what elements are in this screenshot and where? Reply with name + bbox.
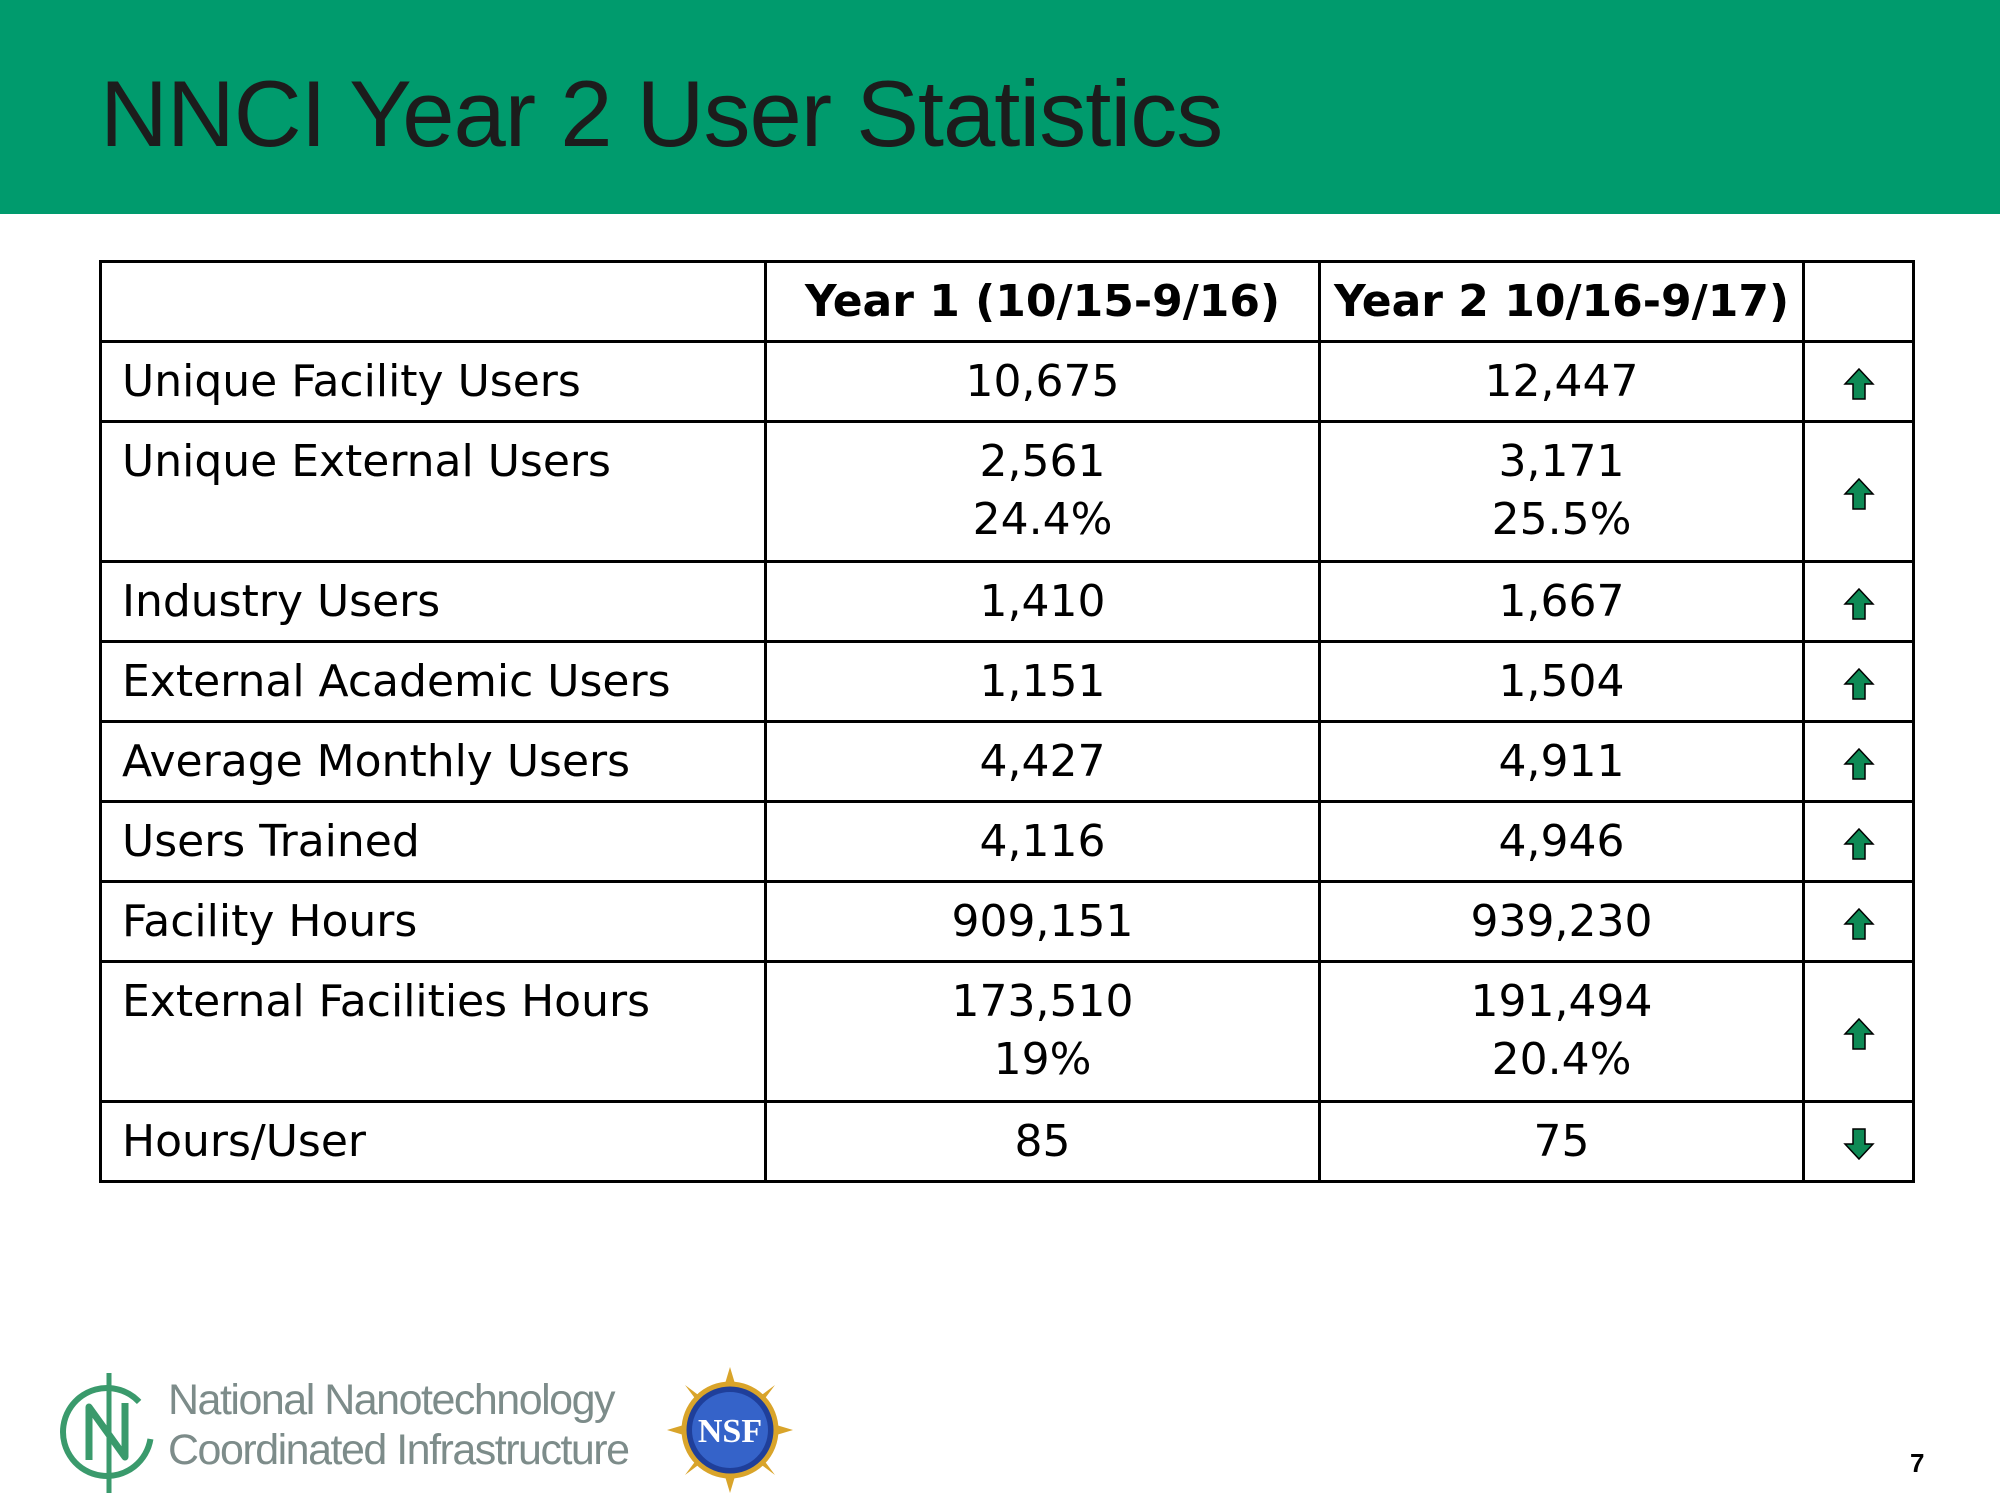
up-arrow-icon [1842,747,1875,780]
trend-cell [1802,960,1915,1103]
cell-value: 2,561 [979,436,1106,487]
cell-value: 1,410 [979,576,1106,627]
user-statistics-table: Year 1 (10/15-9/16) Year 2 10/16-9/17) U… [99,260,1915,1183]
cell-value: 12,447 [1484,356,1639,407]
up-arrow-icon [1842,827,1875,860]
page-number: 7 [1910,1448,1925,1478]
logo-line-2: Coordinated Infrastructure [168,1426,630,1474]
table-row: Unique External Users 2,561 24.4% 3,171 25.5… [99,420,1915,563]
header-cell-trend [1802,260,1915,343]
up-arrow-icon [1842,907,1875,940]
cell-year2: 3,171 25.5% [1318,420,1805,563]
cell-year1: 1,410 [764,560,1321,643]
cell-year2: 191,494 20.4% [1318,960,1805,1103]
cell-year1: 10,675 [764,340,1321,423]
title-banner [0,0,2000,214]
cell-year1: 173,510 19% [764,960,1321,1103]
table-row: External Academic Users 1,151 1,504 [99,640,1915,723]
cell-value: 1,504 [1498,656,1625,707]
cell-year1: 4,116 [764,800,1321,883]
table-row: External Facilities Hours 173,510 19% 191,4… [99,960,1915,1103]
cell-value: 85 [1014,1116,1071,1167]
header-cell-label [99,260,767,343]
nsf-seal-logo: NSF [667,1367,793,1493]
cell-year1: 85 [764,1100,1321,1183]
trend-cell [1802,420,1915,563]
up-arrow-icon [1842,1017,1875,1050]
cell-year1: 2,561 24.4% [764,420,1321,563]
table-header-row: Year 1 (10/15-9/16) Year 2 10/16-9/17) [99,260,1915,343]
cell-value: 939,230 [1470,896,1653,947]
cell-value: 4,946 [1498,816,1625,867]
cell-value: 1,667 [1498,576,1625,627]
slide-title: NNCI Year 2 User Statistics [100,61,1223,166]
cell-value: 24.4% [972,494,1113,545]
row-label: Unique External Users [99,420,767,563]
cell-value: 10,675 [965,356,1120,407]
row-label: Average Monthly Users [99,720,767,803]
header-cell-year2: Year 2 10/16-9/17) [1318,260,1805,343]
cell-year1: 4,427 [764,720,1321,803]
up-arrow-icon [1842,667,1875,700]
row-label: Unique Facility Users [99,340,767,423]
trend-cell [1802,880,1915,963]
cell-value: 20.4% [1491,1034,1632,1085]
cell-value: 19% [993,1034,1092,1085]
trend-cell [1802,1100,1915,1183]
nnci-logo-text: National Nanotechnology Coordinated Infr… [168,1375,630,1475]
cell-value: 4,427 [979,736,1106,787]
row-label: Hours/User [99,1100,767,1183]
row-label: Users Trained [99,800,767,883]
logo-line-1: National Nanotechnology [168,1376,615,1424]
nnci-logo-icon [59,1373,154,1493]
cell-value: 75 [1533,1116,1590,1167]
cell-value: 4,116 [979,816,1106,867]
trend-cell [1802,800,1915,883]
down-arrow-icon [1842,1127,1875,1160]
nsf-seal-text: NSF [698,1413,762,1450]
cell-value: 173,510 [951,976,1134,1027]
up-arrow-icon [1842,477,1875,510]
cell-year2: 4,946 [1318,800,1805,883]
row-label: Industry Users [99,560,767,643]
table-row: Industry Users 1,410 1,667 [99,560,1915,643]
trend-cell [1802,640,1915,723]
cell-year2: 939,230 [1318,880,1805,963]
row-label: External Academic Users [99,640,767,723]
cell-value: 3,171 [1498,436,1625,487]
up-arrow-icon [1842,587,1875,620]
trend-cell [1802,340,1915,423]
cell-value: 25.5% [1491,494,1632,545]
table-row: Unique Facility Users 10,675 12,447 [99,340,1915,423]
cell-value: 909,151 [951,896,1134,947]
header-cell-year1: Year 1 (10/15-9/16) [764,260,1321,343]
trend-cell [1802,560,1915,643]
table-body: Unique Facility Users 10,675 12,447 Unique … [99,340,1915,1183]
table-row: Users Trained 4,116 4,946 [99,800,1915,883]
row-label: External Facilities Hours [99,960,767,1103]
up-arrow-icon [1842,367,1875,400]
cell-value: 1,151 [979,656,1106,707]
table-row: Facility Hours 909,151 939,230 [99,880,1915,963]
cell-year2: 75 [1318,1100,1805,1183]
row-label: Facility Hours [99,880,767,963]
table-row: Hours/User 85 75 [99,1100,1915,1183]
table-row: Average Monthly Users 4,427 4,911 [99,720,1915,803]
cell-year1: 909,151 [764,880,1321,963]
cell-year2: 4,911 [1318,720,1805,803]
cell-year2: 1,504 [1318,640,1805,723]
cell-value: 4,911 [1498,736,1625,787]
trend-cell [1802,720,1915,803]
cell-year2: 1,667 [1318,560,1805,643]
cell-year1: 1,151 [764,640,1321,723]
cell-year2: 12,447 [1318,340,1805,423]
cell-value: 191,494 [1470,976,1653,1027]
